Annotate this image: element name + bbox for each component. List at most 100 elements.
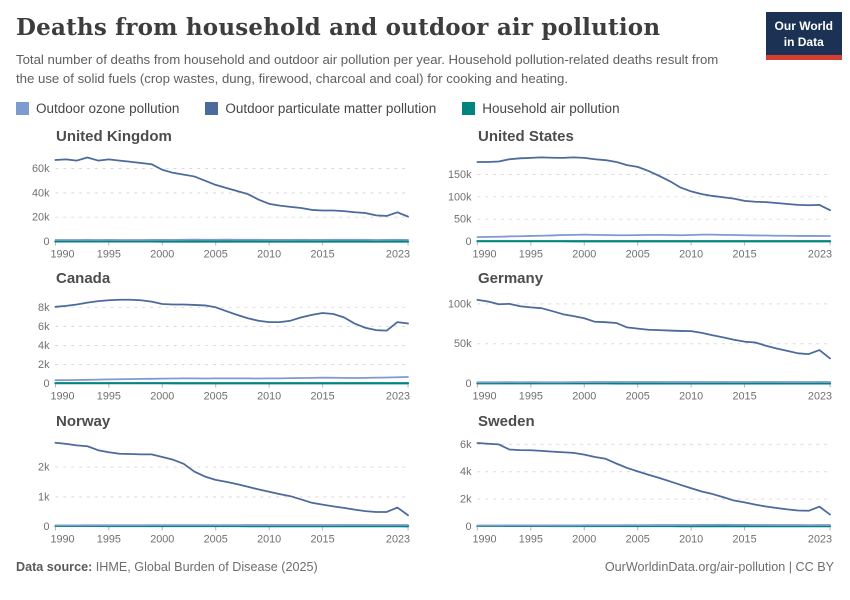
charts-grid: United Kingdom 0 20k 40k 60k 1990 1995 2000 2005…	[16, 128, 834, 551]
x-axis-tick-label: 2000	[572, 249, 596, 261]
y-axis-tick-label: 6k	[460, 438, 472, 450]
x-axis-tick-label: 2005	[204, 391, 228, 403]
y-axis-tick-label: 50k	[454, 339, 472, 351]
series-line-ozone	[54, 376, 409, 382]
x-axis-tick-label: 1995	[97, 249, 121, 261]
y-axis-tick-label: 4k	[460, 466, 472, 478]
y-axis-tick-label: 60k	[32, 163, 50, 175]
x-axis-tick-label: 2023	[808, 249, 832, 261]
chart-plot-norway: 0 1k 2k 1990 1995 2000 2005 2010 2015 2023	[38, 441, 410, 545]
series-line-ozone	[476, 234, 831, 239]
license-link[interactable]: OurWorldinData.org/air-pollution | CC BY	[604, 559, 834, 574]
y-axis-tick-label: 0	[465, 521, 471, 533]
x-axis-tick-label: 1990	[472, 249, 496, 261]
series-line-pm	[476, 156, 831, 212]
y-axis-tick-label: 150k	[448, 169, 472, 181]
chart-footer: Data source: IHME, Global Burden of Dise…	[16, 560, 834, 574]
x-axis-tick-label: 2000	[150, 391, 174, 403]
series-line-pm	[476, 299, 831, 360]
x-axis-tick-label: 1990	[50, 391, 74, 403]
data-source: Data source: IHME, Global Burden of Dise…	[16, 560, 318, 574]
legend-label: Outdoor ozone pollution	[36, 101, 180, 117]
y-axis-tick-label: 0	[43, 236, 49, 248]
legend-swatch-icon	[16, 102, 29, 116]
legend-label: Household air pollution	[482, 101, 620, 117]
x-axis-tick-label: 2023	[808, 391, 832, 403]
x-axis-tick-label: 2005	[626, 533, 650, 545]
chart-norway: Norway 0 1k 2k 1990 1995 2000 2005 2010 2015 2023	[16, 413, 412, 551]
x-axis-tick-label: 2005	[626, 249, 650, 261]
y-axis-tick-label: 4k	[38, 340, 50, 352]
chart-germany: Germany 0 50k 100k 1990 1995 2000 2005 2010 2015 2…	[438, 270, 834, 408]
chart-subtitle: Total number of deaths from household an…	[16, 52, 719, 87]
y-axis-tick-label: 6k	[38, 321, 50, 333]
y-axis-tick-label: 100k	[448, 299, 472, 311]
y-axis-tick-label: 20k	[32, 212, 50, 224]
chart-country-title: United States	[478, 128, 574, 146]
x-axis-tick-label: 2010	[257, 533, 281, 545]
owid-logo: Our World in Data	[765, 12, 842, 61]
series-line-pm	[476, 441, 831, 516]
series-line-ozone	[476, 523, 831, 526]
x-axis-tick-label: 1995	[519, 533, 543, 545]
y-axis-tick-label: 0	[465, 378, 471, 390]
x-axis-tick-label: 2015	[733, 533, 757, 545]
owid-logo-line2: in Data	[783, 34, 824, 49]
x-axis-tick-label: 2015	[311, 391, 335, 403]
chart-country-title: Sweden	[478, 412, 535, 430]
legend-swatch-icon	[462, 102, 476, 116]
x-axis-tick-label: 2023	[386, 533, 410, 545]
owid-logo-line1: Our World	[774, 19, 833, 33]
x-axis-tick-label: 1995	[97, 533, 121, 545]
y-axis-tick-label: 8k	[38, 302, 50, 314]
chart-united-kingdom: United Kingdom 0 20k 40k 60k 1990 1995 2000 2005…	[16, 128, 412, 266]
y-axis-tick-label: 100k	[448, 192, 472, 204]
x-axis-tick-label: 1990	[50, 533, 74, 545]
data-source-label: Data source:	[16, 559, 93, 574]
x-axis-tick-label: 1990	[472, 391, 496, 403]
chart-country-title: Germany	[478, 270, 544, 288]
chart-country-title: United Kingdom	[56, 128, 172, 146]
series-line-pm	[54, 441, 409, 516]
page-title: Deaths from household and outdoor air po…	[16, 14, 661, 41]
legend-label: Outdoor particulate matter pollution	[225, 101, 437, 117]
y-axis-tick-label: 40k	[32, 188, 50, 200]
x-axis-tick-label: 2015	[733, 391, 757, 403]
series-line-pm	[54, 299, 409, 332]
chart-legend: Outdoor ozone pollution Outdoor particul…	[16, 101, 834, 116]
x-axis-tick-label: 2000	[572, 533, 596, 545]
x-axis-tick-label: 2023	[386, 249, 410, 261]
x-axis-tick-label: 2010	[679, 533, 703, 545]
x-axis-tick-label: 2005	[204, 249, 228, 261]
y-axis-tick-label: 2k	[38, 359, 50, 371]
x-axis-tick-label: 2000	[150, 533, 174, 545]
x-axis-tick-label: 2023	[386, 391, 410, 403]
x-axis-tick-label: 2005	[626, 391, 650, 403]
x-axis-tick-label: 1995	[519, 249, 543, 261]
chart-header: Deaths from household and outdoor air po…	[16, 12, 842, 116]
x-axis-tick-label: 2015	[311, 249, 335, 261]
x-axis-tick-label: 2010	[257, 391, 281, 403]
x-axis-tick-label: 2015	[733, 249, 757, 261]
legend-item-outdoor-particulate: Outdoor particulate matter pollution	[205, 101, 436, 116]
legend-swatch-icon	[205, 102, 219, 116]
chart-plot-united-kingdom: 0 20k 40k 60k 1990 1995 2000 2005 2010 2015 2023	[32, 156, 410, 261]
y-axis-tick-label: 0	[43, 521, 49, 533]
x-axis-tick-label: 1995	[97, 391, 121, 403]
chart-plot-sweden: 0 2k 4k 6k 1990 1995 2000 2005 2010 2015 2023	[460, 438, 832, 545]
y-axis-tick-label: 1k	[38, 491, 50, 503]
chart-united-states: United States 0 50k 100k 150k 1990 1995 2000 200…	[438, 128, 834, 266]
x-axis-tick-label: 2015	[311, 533, 335, 545]
chart-country-title: Canada	[56, 270, 111, 288]
x-axis-tick-label: 2000	[150, 249, 174, 261]
x-axis-tick-label: 2010	[257, 249, 281, 261]
chart-plot-canada: 0 2k 4k 6k 8k 1990 1995 2000 2005 2010 2015 2023	[38, 299, 410, 403]
y-axis-tick-label: 2k	[38, 461, 50, 473]
x-axis-tick-label: 1995	[519, 391, 543, 403]
x-axis-tick-label: 2023	[808, 533, 832, 545]
legend-item-outdoor-ozone: Outdoor ozone pollution	[16, 101, 179, 116]
y-axis-tick-label: 2k	[460, 493, 472, 505]
legend-item-household: Household air pollution	[462, 101, 620, 117]
x-axis-tick-label: 2005	[204, 533, 228, 545]
